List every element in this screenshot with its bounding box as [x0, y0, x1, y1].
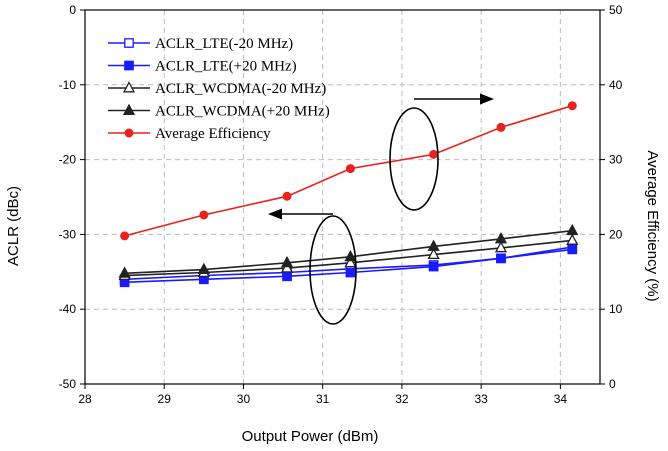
x-tick-label: 30	[237, 392, 251, 406]
y2-tick-label: 10	[609, 302, 623, 316]
y-tick-label: -40	[59, 302, 77, 316]
data-point	[282, 191, 292, 201]
x-tick-label: 33	[474, 392, 488, 406]
axis-ticks: 28 29 30 31 32 33 34 0 -10 -20 -30 -40 -50 50 40 30 20 10…	[59, 3, 623, 406]
x-tick-label: 32	[395, 392, 409, 406]
data-point	[345, 164, 355, 174]
legend-label: Average Efficiency	[155, 126, 271, 142]
legend-entry: ACLR_LTE(-20 MHz)	[108, 36, 293, 52]
left-axis-arrow-head	[268, 208, 282, 220]
data-point	[427, 239, 440, 251]
legend-marker	[124, 128, 134, 138]
legend-label: ACLR_WCDMA(+20 MHz)	[155, 104, 330, 120]
y-tick-label: -30	[59, 227, 77, 241]
y2-axis-title: Average Efficiency (%)	[644, 150, 661, 301]
data-point	[566, 223, 579, 236]
legend-marker	[122, 103, 136, 115]
y-axis-title: ACLR (dBc)	[5, 186, 22, 266]
data-point	[282, 271, 292, 282]
y-tick-label: -10	[59, 78, 77, 92]
data-point	[494, 240, 508, 253]
right-axis-arrow-head	[480, 93, 494, 105]
data-point	[199, 210, 209, 220]
data-point	[427, 247, 440, 260]
x-tick-label: 28	[78, 392, 92, 406]
data-point	[428, 261, 439, 272]
series-3	[118, 223, 579, 278]
x-axis-title: Output Power (dBm)	[242, 428, 379, 445]
data-point	[567, 101, 577, 111]
grid	[85, 10, 600, 384]
series-1	[119, 244, 578, 288]
series-4	[120, 101, 577, 241]
legend-entry: ACLR_WCDMA(-20 MHz)	[108, 81, 326, 97]
series-group	[118, 101, 579, 288]
x-tick-label: 31	[316, 392, 330, 406]
y2-tick-label: 40	[609, 78, 623, 92]
legend-label: ACLR_LTE(+20 MHz)	[155, 59, 297, 75]
legend-label: ACLR_LTE(-20 MHz)	[155, 36, 293, 52]
y2-tick-label: 50	[609, 3, 623, 17]
legend-entry: Average Efficiency	[108, 126, 271, 142]
y-tick-label: -20	[59, 153, 77, 167]
y-tick-label: 0	[69, 3, 76, 17]
data-point	[118, 266, 131, 278]
aclr-callout-ellipse	[309, 215, 357, 325]
data-point	[280, 255, 294, 268]
x-tick-label: 34	[554, 392, 568, 406]
data-point	[120, 231, 130, 241]
legend-marker	[124, 60, 134, 71]
efficiency-callout-ellipse	[389, 107, 439, 211]
legend-entry: ACLR_LTE(+20 MHz)	[108, 59, 297, 75]
data-point	[344, 249, 357, 262]
legend: ACLR_LTE(-20 MHz) ACLR_LTE(+20 MHz) ACLR_W…	[108, 36, 330, 142]
y2-tick-label: 0	[609, 377, 616, 391]
data-point	[496, 122, 506, 132]
y2-tick-label: 20	[609, 227, 623, 241]
data-point	[496, 253, 506, 264]
data-point	[197, 262, 210, 275]
data-point	[429, 149, 439, 159]
data-point	[566, 233, 579, 245]
x-tick-label: 29	[158, 392, 172, 406]
legend-marker	[124, 38, 134, 48]
plot-frame	[84, 9, 601, 385]
annotations	[268, 93, 494, 325]
legend-label: ACLR_WCDMA(-20 MHz)	[155, 81, 326, 97]
y2-tick-label: 30	[609, 153, 623, 167]
data-point	[344, 255, 357, 268]
legend-entry: ACLR_WCDMA(+20 MHz)	[108, 104, 330, 120]
data-point	[567, 244, 578, 255]
data-point	[345, 267, 356, 278]
legend-marker	[122, 81, 136, 93]
data-point	[494, 232, 508, 244]
y-tick-label: -50	[59, 377, 77, 391]
